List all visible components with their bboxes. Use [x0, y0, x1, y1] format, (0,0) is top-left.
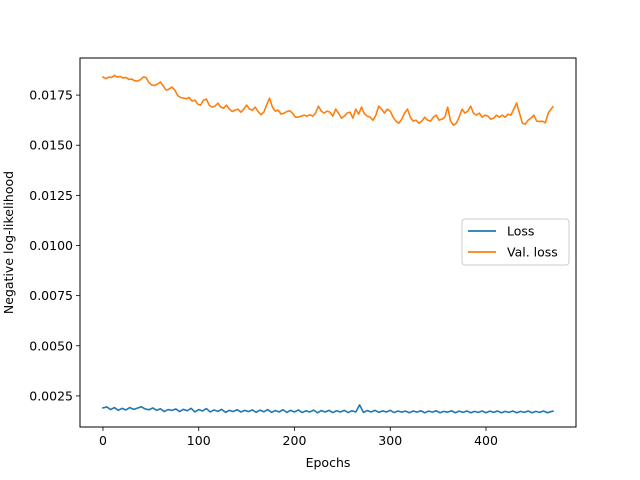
- y-axis-title: Negative log-likelihood: [1, 171, 16, 314]
- x-tick-label: 100: [187, 433, 211, 448]
- x-tick-label: 300: [378, 433, 402, 448]
- y-tick-label: 0.0075: [29, 288, 73, 303]
- legend: Loss Val. loss: [461, 218, 570, 266]
- y-tick-label: 0.0025: [29, 388, 73, 403]
- x-tick-label: 200: [283, 433, 307, 448]
- x-tick-label: 0: [99, 433, 107, 448]
- x-axis-title: Epochs: [306, 455, 351, 470]
- y-tick-label: 0.0125: [29, 188, 73, 203]
- series-line-val-loss: [101, 74, 555, 126]
- plot-frame: [79, 57, 577, 428]
- y-axis: 0.0025 0.0050 0.0075 0.0100 0.0125 0.0150 0.01…: [29, 88, 80, 403]
- y-tick-label: 0.0175: [29, 88, 73, 103]
- legend-label-loss: Loss: [507, 224, 534, 239]
- y-tick-label: 0.0100: [29, 238, 73, 253]
- x-tick-label: 400: [474, 433, 498, 448]
- legend-label-val-loss: Val. loss: [507, 245, 558, 260]
- y-tick-label: 0.0150: [29, 138, 73, 153]
- series-layer: [101, 74, 555, 414]
- series-line-loss: [102, 404, 554, 414]
- x-axis: 0 100 200 300 400: [99, 427, 498, 448]
- y-tick-label: 0.0050: [29, 338, 73, 353]
